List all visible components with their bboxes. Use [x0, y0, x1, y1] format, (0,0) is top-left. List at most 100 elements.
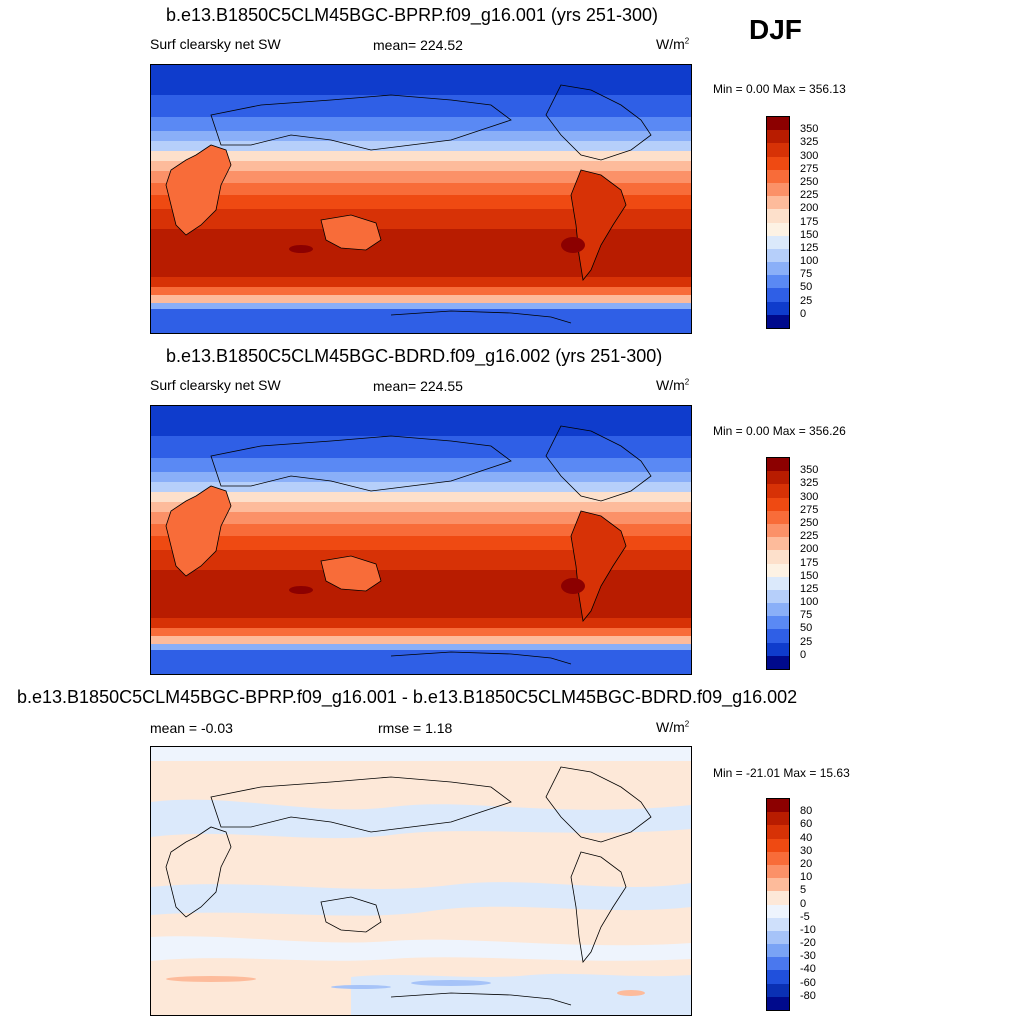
colorbar-swatch: [767, 878, 789, 892]
colorbar-swatch: [767, 983, 789, 997]
colorbar-swatch: [767, 458, 789, 472]
colorbar-tick-label: 150: [800, 569, 819, 582]
panel3-mean-label: mean = -0.03: [150, 720, 233, 736]
colorbar-swatch: [767, 629, 789, 643]
panel2-title: b.e13.B1850C5CLM45BGC-BDRD.f09_g16.002 (…: [166, 346, 663, 366]
season-label: DJF: [749, 14, 802, 45]
colorbar-tick-label: 100: [800, 596, 819, 609]
colorbar-tick-label: 20: [800, 857, 813, 870]
colorbar-swatch: [767, 143, 789, 157]
panel1-units: W/m2: [656, 36, 690, 52]
colorbar-swatch: [767, 497, 789, 511]
panel3-title: b.e13.B1850C5CLM45BGC-BPRP.f09_g16.001 -…: [17, 687, 798, 707]
panel1-colorbar: [766, 116, 790, 329]
colorbar-tick-label: 300: [800, 149, 819, 162]
colorbar-tick-label: 275: [800, 162, 819, 175]
colorbar-swatch: [767, 301, 789, 315]
panel2-map: [150, 405, 692, 675]
colorbar-swatch: [767, 642, 789, 656]
colorbar-swatch: [767, 970, 789, 984]
panel1-map: [150, 64, 692, 334]
colorbar-swatch: [767, 917, 789, 931]
panel2-map-field: [151, 406, 691, 674]
panel2-minmax: Min = 0.00 Max = 356.26: [713, 424, 846, 438]
colorbar-tick-label: 325: [800, 136, 819, 149]
colorbar-tick-label: 300: [800, 490, 819, 503]
colorbar-tick-label: 125: [800, 582, 819, 595]
colorbar-swatch: [767, 222, 789, 236]
colorbar-tick-label: -5: [800, 910, 810, 923]
colorbar-swatch: [767, 944, 789, 958]
colorbar-tick-label: -80: [800, 989, 816, 1002]
colorbar-tick-label: 250: [800, 516, 819, 529]
colorbar-tick-label: 75: [800, 609, 813, 622]
colorbar-swatch: [767, 510, 789, 524]
colorbar-tick-label: 50: [800, 622, 813, 635]
colorbar-tick-label: 40: [800, 831, 813, 844]
panel1-variable-label: Surf clearsky net SW: [150, 36, 281, 52]
colorbar-tick-label: 10: [800, 871, 813, 884]
colorbar-tick-label: 350: [800, 464, 819, 477]
colorbar-tick-label: 5: [800, 884, 807, 897]
colorbar-tick-label: 60: [800, 818, 813, 831]
colorbar-swatch: [767, 589, 789, 604]
colorbar-tick-label: 250: [800, 175, 819, 188]
colorbar-swatch: [767, 471, 789, 485]
panel1-title: b.e13.B1850C5CLM45BGC-BPRP.f09_g16.001 (…: [166, 5, 658, 25]
colorbar-swatch: [767, 838, 789, 852]
colorbar-tick-label: -10: [800, 923, 816, 936]
colorbar-swatch: [767, 209, 789, 223]
colorbar-swatch: [767, 616, 789, 630]
colorbar-swatch: [767, 603, 789, 617]
colorbar-swatch: [767, 156, 789, 170]
panel1-mean-label: mean= 224.52: [373, 37, 463, 53]
colorbar-tick-label: 80: [800, 805, 813, 818]
panel3-colorbar: [766, 798, 790, 1011]
colorbar-tick-label: 30: [800, 844, 813, 857]
panel2-units: W/m2: [656, 377, 690, 393]
colorbar-swatch: [767, 655, 789, 669]
colorbar-tick-label: 350: [800, 123, 819, 136]
colorbar-tick-label: 0: [800, 307, 807, 320]
colorbar-swatch: [767, 864, 789, 879]
colorbar-swatch: [767, 182, 789, 197]
panel1-map-field: [151, 65, 691, 333]
colorbar-tick-label: 0: [800, 648, 807, 661]
panel3-map-field: [151, 747, 691, 1015]
colorbar-swatch: [767, 891, 789, 905]
colorbar-swatch: [767, 904, 789, 918]
panel3-map: [150, 746, 692, 1016]
colorbar-tick-label: 0: [800, 897, 807, 910]
colorbar-swatch: [767, 537, 789, 551]
colorbar-tick-label: 225: [800, 189, 819, 202]
panel2-mean-label: mean= 224.55: [373, 378, 463, 394]
colorbar-tick-label: 75: [800, 268, 813, 281]
colorbar-tick-label: -20: [800, 937, 816, 950]
colorbar-swatch: [767, 957, 789, 971]
colorbar-swatch: [767, 262, 789, 276]
colorbar-tick-label: 25: [800, 294, 813, 307]
colorbar-swatch: [767, 930, 789, 945]
colorbar-swatch: [767, 275, 789, 289]
panel3-minmax: Min = -21.01 Max = 15.63: [713, 766, 850, 780]
colorbar-tick-label: 50: [800, 281, 813, 294]
colorbar-tick-label: 175: [800, 556, 819, 569]
colorbar-swatch: [767, 235, 789, 249]
colorbar-swatch: [767, 799, 789, 813]
colorbar-swatch: [767, 196, 789, 210]
colorbar-swatch: [767, 169, 789, 183]
colorbar-tick-label: -40: [800, 963, 816, 976]
colorbar-swatch: [767, 996, 789, 1010]
colorbar-swatch: [767, 851, 789, 865]
colorbar-tick-label: 275: [800, 503, 819, 516]
colorbar-swatch: [767, 523, 789, 538]
panel3-rmse-label: rmse = 1.18: [378, 720, 453, 736]
colorbar-swatch: [767, 248, 789, 263]
colorbar-swatch: [767, 484, 789, 498]
colorbar-tick-label: -30: [800, 950, 816, 963]
colorbar-swatch: [767, 550, 789, 564]
colorbar-tick-label: 200: [800, 202, 819, 215]
colorbar-tick-label: 175: [800, 215, 819, 228]
colorbar-tick-label: -60: [800, 976, 816, 989]
colorbar-tick-label: 150: [800, 228, 819, 241]
